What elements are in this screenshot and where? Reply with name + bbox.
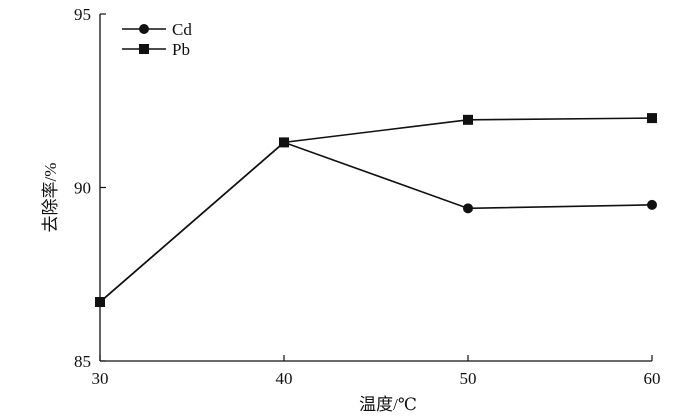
y-tick-label: 85 (74, 352, 91, 371)
y-ticks: 85 90 95 (74, 5, 106, 371)
series-line-pb (99, 117, 653, 303)
data-point-pb (279, 137, 289, 148)
series-line-cd (99, 141, 653, 303)
y-tick-label: 95 (74, 5, 91, 24)
data-point-pb (647, 113, 657, 124)
x-ticks: 30 40 50 60 (92, 355, 661, 388)
legend-label: Pb (172, 40, 190, 59)
x-tick-label: 40 (276, 369, 293, 388)
y-tick-label: 90 (74, 179, 91, 198)
data-point-cd (463, 203, 473, 214)
legend-marker (139, 44, 149, 54)
x-tick-label: 30 (92, 369, 109, 388)
x-tick-label: 60 (644, 369, 661, 388)
legend-label: Cd (172, 20, 192, 39)
x-axis-label: 温度/℃ (359, 395, 417, 414)
series-cd (95, 137, 657, 308)
data-point-cd (647, 199, 657, 210)
legend-marker (139, 24, 149, 34)
x-tick-label: 50 (460, 369, 477, 388)
data-point-pb (95, 297, 105, 308)
series-pb (95, 113, 657, 308)
data-point-pb (463, 114, 473, 125)
y-axis-label: 去除率/% (41, 163, 60, 233)
series-layer (95, 113, 657, 308)
axes (99, 14, 652, 362)
